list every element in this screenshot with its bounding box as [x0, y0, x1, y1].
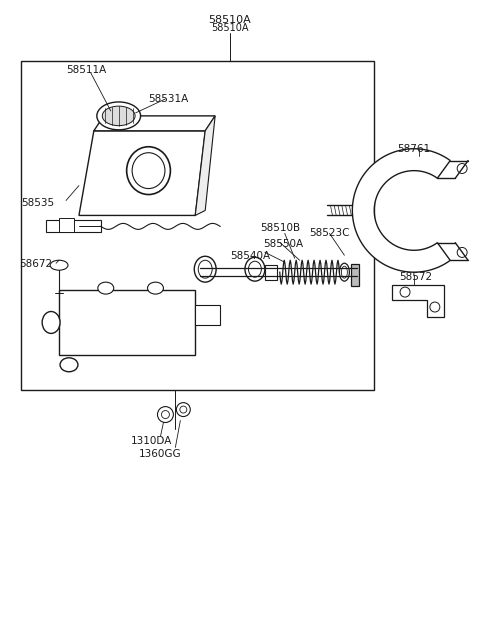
Ellipse shape [147, 282, 164, 294]
Ellipse shape [194, 256, 216, 282]
Bar [46, 220, 101, 232]
Circle shape [157, 406, 173, 423]
Text: 58672: 58672 [19, 259, 52, 269]
Bar [351, 264, 360, 286]
Circle shape [176, 403, 190, 416]
Text: 1310DA: 1310DA [131, 437, 172, 447]
Text: 58511A: 58511A [66, 65, 106, 75]
Polygon shape [352, 148, 450, 272]
Polygon shape [79, 131, 205, 216]
Ellipse shape [339, 263, 349, 281]
Text: 58510B: 58510B [260, 223, 300, 233]
Bar [265, 265, 277, 280]
Text: 58531A: 58531A [148, 94, 189, 104]
Circle shape [400, 287, 410, 297]
Text: 58510A: 58510A [209, 15, 252, 25]
Text: 58510A: 58510A [211, 23, 249, 33]
Text: 58523C: 58523C [310, 228, 350, 238]
Bar [195, 305, 220, 325]
Ellipse shape [60, 358, 78, 372]
Text: 58535: 58535 [21, 198, 54, 208]
Ellipse shape [97, 102, 141, 130]
Circle shape [430, 302, 440, 312]
Polygon shape [195, 116, 215, 216]
Ellipse shape [102, 106, 135, 126]
Polygon shape [392, 285, 444, 317]
Circle shape [457, 247, 467, 257]
Ellipse shape [98, 282, 114, 294]
Circle shape [161, 411, 169, 418]
Ellipse shape [341, 266, 348, 278]
Bar [59, 218, 74, 232]
Ellipse shape [42, 311, 60, 333]
Ellipse shape [249, 261, 262, 277]
Ellipse shape [127, 147, 170, 194]
Bar [59, 290, 195, 355]
Circle shape [180, 406, 187, 413]
Circle shape [457, 164, 467, 174]
Text: 58550A: 58550A [263, 239, 303, 249]
Ellipse shape [132, 153, 165, 189]
Text: 1360GG: 1360GG [139, 449, 181, 459]
Ellipse shape [198, 260, 212, 278]
Polygon shape [94, 116, 215, 131]
Ellipse shape [245, 257, 265, 281]
Text: 58572: 58572 [399, 272, 432, 282]
Ellipse shape [50, 260, 68, 270]
Text: 58761: 58761 [397, 144, 430, 153]
Bar [21, 61, 374, 390]
Text: 58540A: 58540A [230, 251, 270, 261]
